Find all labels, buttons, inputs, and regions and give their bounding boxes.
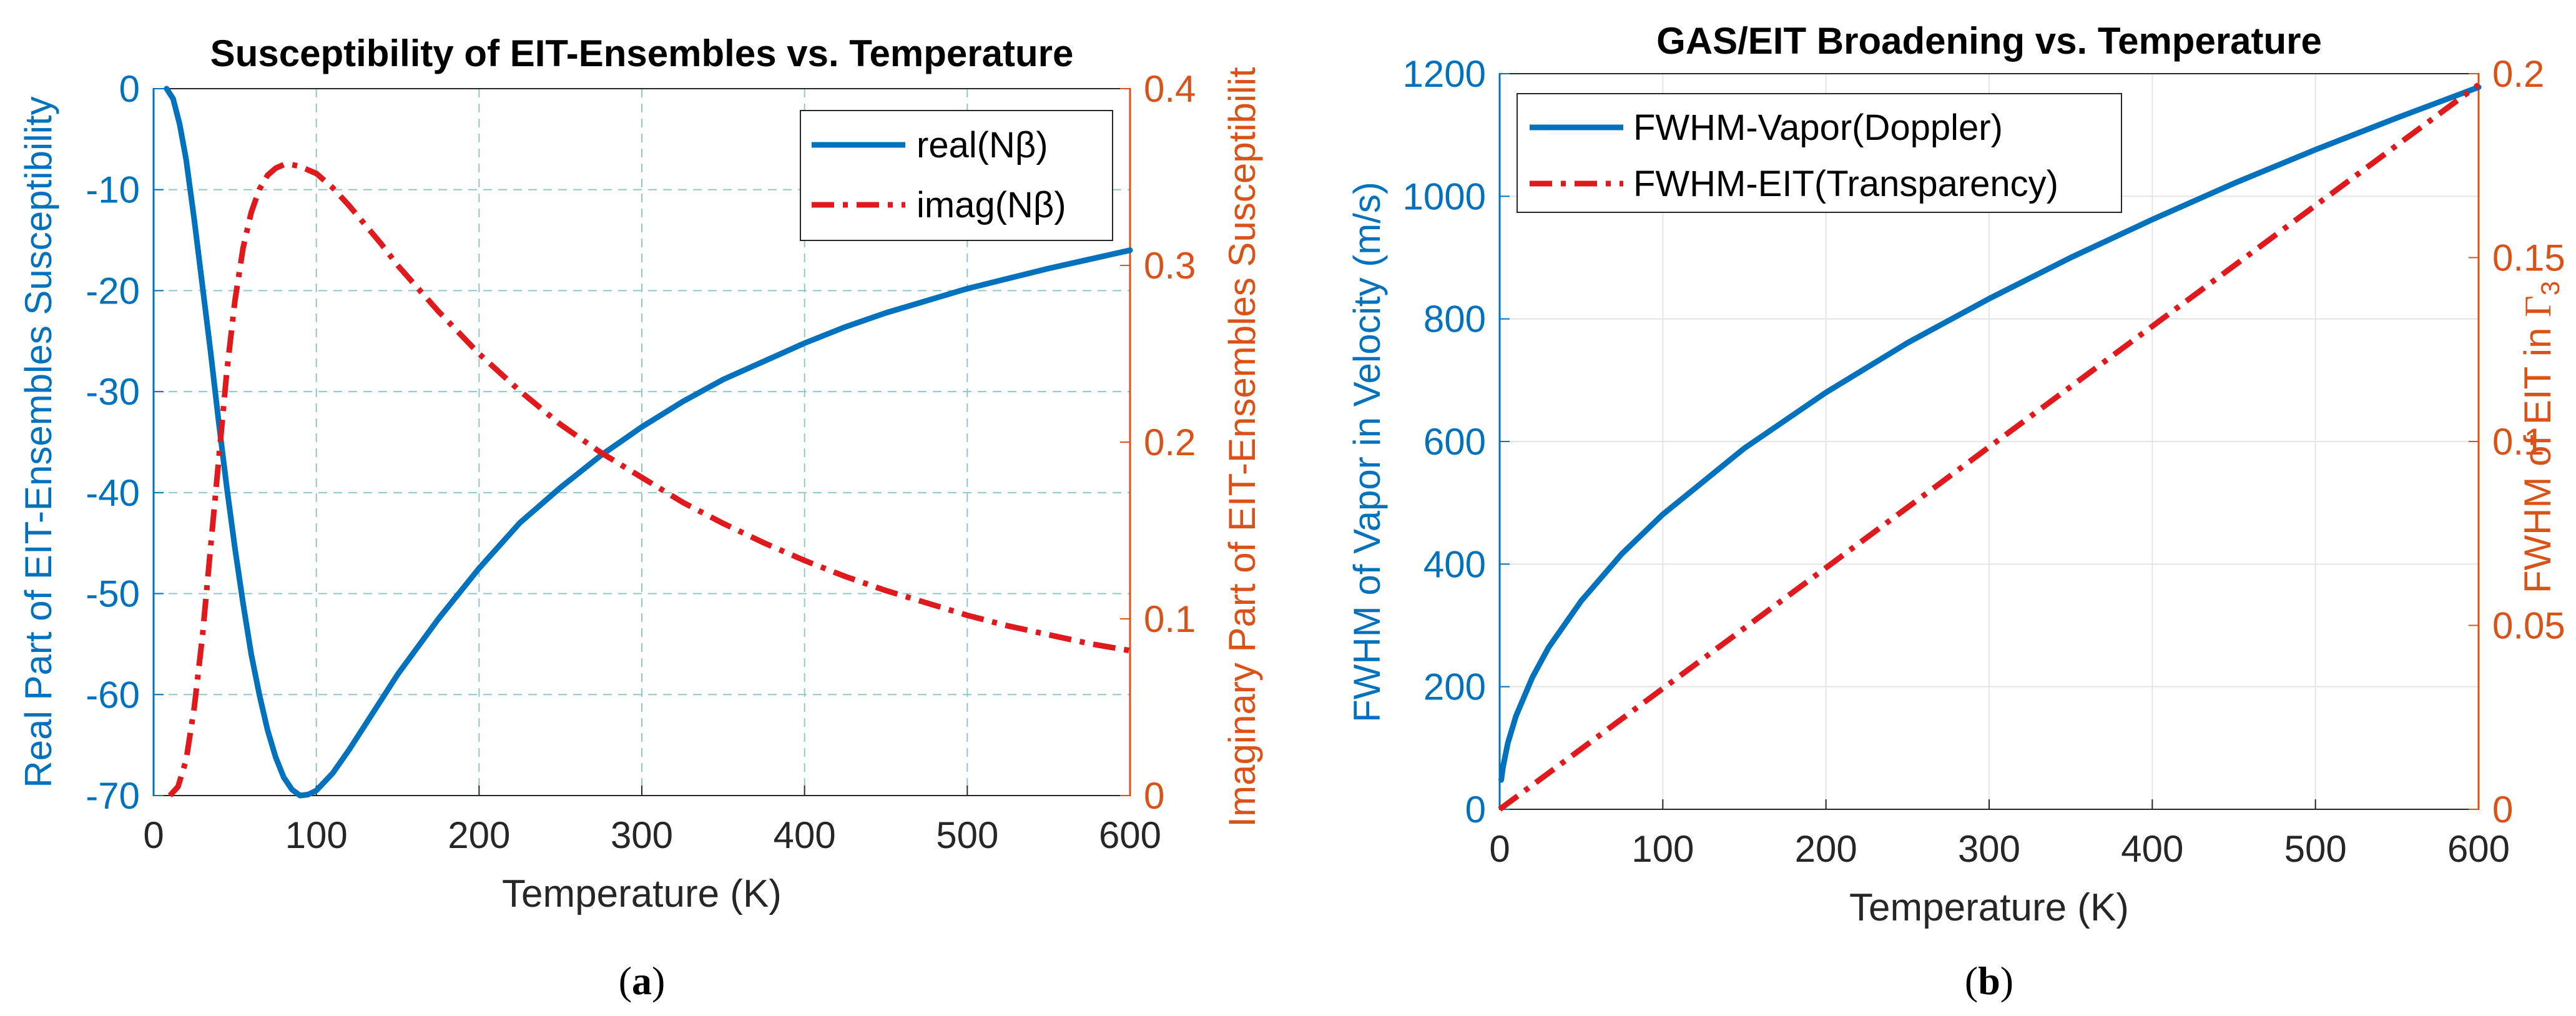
chart-b-left-axis-label: FWHM of Vapor in Velocity (m/s): [1346, 182, 1388, 723]
chart-b-right-axis-label: FWHM of EIT in Γ3: [2517, 281, 2565, 593]
b-left-tick-label: 0: [1465, 789, 1486, 831]
b-right-tick-label: 0.15: [2492, 237, 2565, 279]
chart-b-right-axis-label-symbol: Γ: [2517, 295, 2559, 317]
chart-b-left-axis: 0 200 400 600 800 1000 1200: [1403, 53, 1510, 831]
chart-a-series: [164, 86, 1133, 799]
chart-a-right-axis-label: Imaginary Part of EIT-Ensembles Suscepti…: [1221, 67, 1263, 827]
b-series-primary-line: [1498, 84, 2482, 783]
b-x-tick-label: 0: [1489, 828, 1510, 870]
a-right-tick-label: 0.4: [1144, 68, 1196, 110]
b-right-tick-label: 0.2: [2492, 53, 2544, 95]
b-right-tick-label: 0: [2492, 789, 2513, 831]
b-x-tick-label: 300: [1958, 828, 2020, 870]
a-right-tick-label: 0: [1144, 775, 1164, 817]
chart-a-right-axis: 0 0.1 0.2 0.3 0.4: [1120, 68, 1196, 817]
chart-a-title: Susceptibility of EIT-Ensembles vs. Temp…: [210, 32, 1074, 74]
a-left-tick-label: -70: [86, 775, 140, 817]
chart-b-right-axis: 0 0.05 0.1 0.15 0.2: [2469, 53, 2565, 831]
chart-b-caption: (b): [1965, 959, 2013, 1003]
a-left-tick-label: 0: [119, 68, 140, 110]
b-left-tick-label: 1200: [1403, 53, 1486, 95]
a-x-tick-label: 200: [448, 814, 510, 856]
chart-a-caption: (a): [619, 959, 666, 1003]
a-left-tick-label: -30: [86, 371, 140, 413]
chart-b-right-axis-label-text: FWHM of EIT in: [2517, 317, 2559, 593]
a-x-tick-label: 0: [143, 814, 164, 856]
b-left-tick-label: 800: [1423, 298, 1486, 340]
a-left-tick-label: -60: [86, 674, 140, 716]
b-left-tick-label: 1000: [1403, 175, 1486, 217]
b-right-tick-label: 0.05: [2492, 605, 2565, 647]
a-right-tick-label: 0.1: [1144, 598, 1196, 640]
b-left-tick-label: 600: [1423, 421, 1486, 463]
chart-b-title: GAS/EIT Broadening vs. Temperature: [1656, 20, 2322, 62]
a-x-tick-label: 400: [774, 814, 836, 856]
chart-b-caption-letter: b: [1978, 959, 2000, 1003]
chart-a-left-axis: 0 -10 -20 -30 -40 -50 -60 -70: [86, 68, 164, 817]
chart-a-legend-label-real: real(Nβ): [917, 125, 1048, 165]
chart-b-legend: FWHM-Vapor(Doppler) FWHM-EIT(Transparenc…: [1517, 93, 2122, 213]
chart-a-legend: real(Nβ) imag(Nβ): [800, 110, 1113, 241]
a-x-tick-label: 100: [285, 814, 348, 856]
chart-b-x-axis-label: Temperature (K): [1849, 886, 2129, 929]
a-series-secondary-line: [167, 162, 1131, 798]
chart-a-x-axis-label: Temperature (K): [502, 872, 782, 915]
b-x-tick-label: 200: [1795, 828, 1857, 870]
a-x-tick-label: 300: [611, 814, 673, 856]
chart-a: Susceptibility of EIT-Ensembles vs. Temp…: [17, 32, 1263, 1003]
chart-a-x-axis: 0 100 200 300 400 500 600: [143, 786, 1161, 856]
a-left-tick-label: -40: [86, 472, 140, 514]
chart-b-right-axis-label-subscript: 3: [2535, 281, 2565, 295]
chart-a-legend-box: [800, 110, 1113, 241]
chart-b: GAS/EIT Broadening vs. Temperature 0 100 2…: [1346, 20, 2565, 1003]
a-x-tick-label: 500: [936, 814, 998, 856]
chart-a-left-axis-label: Real Part of EIT-Ensembles Susceptibilit…: [17, 96, 59, 787]
b-x-tick-label: 600: [2447, 828, 2510, 870]
a-x-tick-label: 600: [1099, 814, 1161, 856]
chart-b-legend-box: [1517, 93, 2122, 213]
chart-a-legend-label-imag: imag(Nβ): [917, 185, 1066, 225]
chart-b-legend-label-eit: FWHM-EIT(Transparency): [1633, 164, 2058, 204]
a-left-tick-label: -50: [86, 573, 140, 615]
a-right-tick-label: 0.3: [1144, 245, 1196, 287]
b-x-tick-label: 500: [2284, 828, 2347, 870]
b-x-tick-label: 100: [1631, 828, 1694, 870]
chart-b-legend-label-vapor: FWHM-Vapor(Doppler): [1633, 107, 2003, 148]
b-right-tick-label: 0.1: [2492, 421, 2544, 463]
chart-b-series: [1498, 82, 2482, 812]
b-left-tick-label: 200: [1423, 666, 1486, 708]
a-series-primary-line: [164, 86, 1133, 799]
a-left-tick-label: -10: [86, 169, 140, 211]
b-left-tick-label: 400: [1423, 543, 1486, 585]
b-x-tick-label: 400: [2121, 828, 2183, 870]
chart-a-caption-letter: a: [632, 959, 652, 1003]
a-right-tick-label: 0.2: [1144, 422, 1196, 463]
a-left-tick-label: -20: [86, 270, 140, 312]
